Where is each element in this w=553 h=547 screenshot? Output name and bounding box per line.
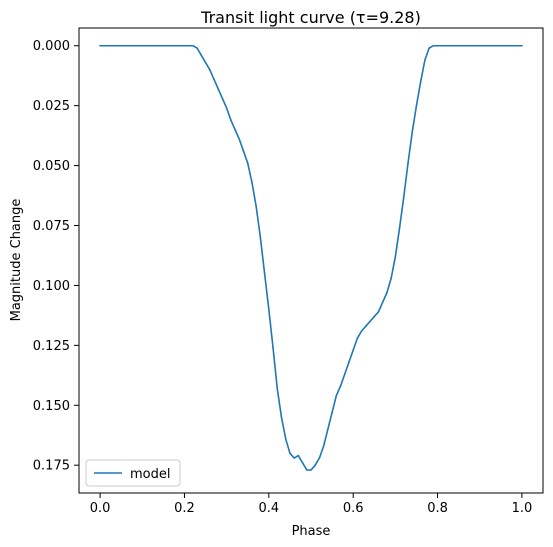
data-point (263, 272, 266, 275)
data-point (196, 47, 198, 49)
data-point (428, 47, 430, 49)
x-axis: 0.0 0.2 0.4 0.6 0.8 1.0 (90, 493, 533, 516)
data-point (390, 277, 392, 280)
data-point (268, 308, 270, 311)
data-point (457, 44, 460, 47)
data-point (343, 373, 346, 375)
data-point (162, 44, 165, 47)
data-point (352, 349, 354, 351)
data-point (436, 44, 439, 47)
data-point (230, 119, 232, 121)
x-axis-label: Phase (292, 524, 331, 539)
data-point (339, 385, 342, 387)
data-point (251, 181, 253, 184)
data-point (386, 291, 388, 294)
data-point (394, 255, 397, 258)
data-point (432, 44, 435, 47)
data-point (365, 325, 367, 327)
data-point (381, 301, 384, 304)
data-point (297, 454, 300, 457)
data-point (318, 457, 321, 459)
y-tick-label: 0.150 (33, 399, 70, 414)
series-line-model (99, 44, 523, 471)
data-point (272, 346, 274, 349)
data-point (183, 44, 186, 47)
data-point (419, 80, 422, 83)
x-tick-label: 0.2 (174, 501, 195, 516)
legend-label: model (130, 467, 170, 482)
data-point (403, 195, 405, 198)
y-axis: 0.000 0.025 0.050 0.075 0.100 0.125 0.150 0.175 (33, 39, 79, 474)
data-point (411, 131, 414, 133)
data-point (246, 162, 249, 164)
data-point (213, 78, 215, 81)
data-point (424, 59, 426, 61)
y-tick-label: 0.100 (33, 279, 70, 294)
data-point (356, 337, 359, 339)
data-point (314, 464, 317, 467)
data-point (276, 387, 279, 390)
y-tick-label: 0.125 (33, 339, 70, 354)
y-tick-label: 0.050 (33, 159, 70, 174)
data-point (310, 469, 312, 471)
data-point (521, 44, 523, 47)
x-tick-label: 0.8 (427, 501, 448, 516)
data-point (322, 445, 325, 447)
x-tick-label: 0.6 (343, 501, 364, 516)
data-point (398, 227, 401, 229)
data-point (348, 361, 350, 363)
data-point (305, 469, 308, 471)
y-tick-label: 0.175 (33, 459, 70, 474)
data-point (204, 61, 207, 64)
data-point (221, 97, 224, 100)
data-point (331, 411, 333, 414)
axes-frame (78, 27, 544, 494)
data-point (99, 44, 101, 47)
data-point (301, 462, 304, 464)
data-point (200, 54, 203, 57)
data-point (255, 205, 257, 208)
y-axis-label: Magnitude Change (9, 199, 24, 322)
chart-title: Transit light curve (τ=9.28) (200, 8, 421, 27)
data-point (335, 394, 338, 397)
data-point (225, 107, 228, 109)
data-point (369, 320, 371, 323)
data-point (120, 44, 122, 47)
x-tick-label: 0.0 (90, 501, 111, 516)
legend: model (85, 459, 181, 487)
x-tick-label: 0.4 (258, 501, 279, 516)
data-point (293, 457, 295, 459)
data-point (238, 138, 241, 141)
data-point (415, 104, 418, 107)
x-tick-label: 1.0 (512, 501, 533, 516)
data-point (280, 416, 283, 419)
data-point (192, 44, 194, 47)
y-tick-label: 0.000 (33, 39, 70, 54)
data-point (259, 236, 262, 239)
data-point (289, 452, 291, 455)
y-tick-label: 0.075 (33, 219, 70, 234)
data-point (500, 44, 502, 47)
data-point (327, 428, 329, 431)
data-point (478, 44, 481, 47)
series-layer (99, 44, 523, 471)
data-point (373, 315, 376, 318)
y-tick-label: 0.025 (33, 99, 70, 114)
data-point (377, 310, 380, 313)
data-point (407, 162, 409, 164)
data-point (242, 150, 245, 152)
data-point (141, 44, 144, 47)
data-point (360, 330, 363, 332)
legend-box (85, 459, 181, 487)
data-point (217, 88, 219, 90)
data-point (284, 438, 287, 440)
data-point (234, 128, 236, 131)
data-point (208, 68, 211, 71)
